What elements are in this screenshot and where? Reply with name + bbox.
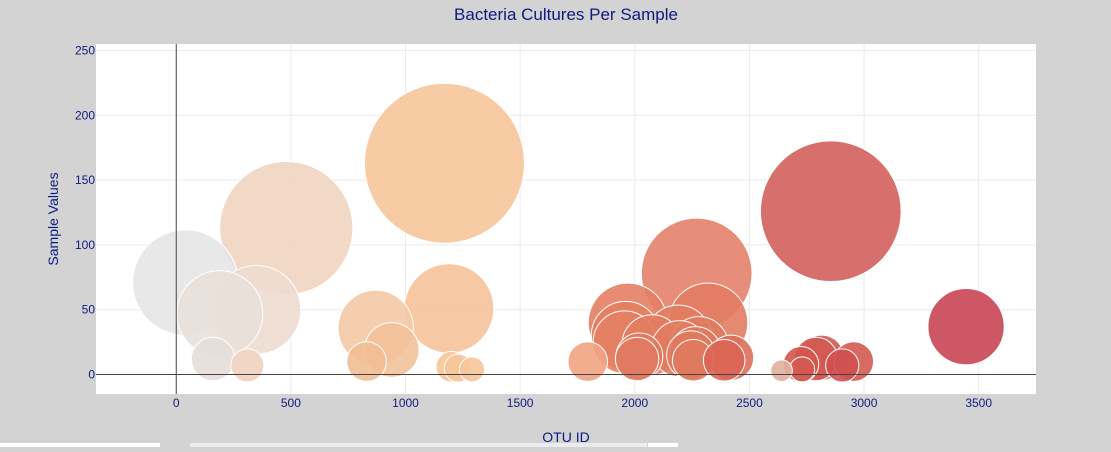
bubble-point: [759, 140, 902, 283]
x-tick-label: 2500: [736, 396, 763, 410]
y-tick-label: 200: [75, 108, 95, 122]
bubble-point: [927, 287, 1005, 366]
bubble-point: [363, 82, 525, 244]
bubble-point: [825, 348, 860, 383]
x-tick-label: 500: [281, 396, 301, 410]
x-tick-labels: 0 500 1000 1500 2000 2500 3000 3500: [173, 396, 992, 410]
bubble-point: [567, 341, 609, 382]
x-tick-label: 0: [173, 396, 180, 410]
x-tick-label: 1000: [392, 396, 419, 410]
bubble-point: [458, 356, 486, 383]
bubble-point: [346, 341, 387, 382]
y-tick-label: 50: [82, 303, 96, 317]
bubble-point: [403, 263, 495, 354]
x-axis-label: OTU ID: [542, 429, 589, 445]
bubble-point: [230, 348, 265, 383]
x-tick-label: 3500: [965, 396, 992, 410]
y-axis-label: Sample Values: [45, 172, 61, 265]
y-tick-label: 250: [75, 43, 95, 57]
x-tick-label: 2000: [621, 396, 648, 410]
y-tick-label: 100: [75, 238, 95, 252]
bubble-point: [614, 336, 660, 382]
y-tick-label: 150: [75, 173, 95, 187]
x-tick-label: 3000: [851, 396, 878, 410]
x-tick-label: 1500: [507, 396, 534, 410]
bottom-strip-mid: [190, 443, 647, 447]
bubble-point: [789, 356, 816, 383]
bottom-strip-left: [0, 443, 160, 447]
zero-lines: [96, 44, 1036, 394]
y-tick-label: 0: [88, 368, 95, 382]
y-tick-labels: 0 50 100 150 200 250: [75, 43, 95, 381]
bubble-point: [702, 339, 746, 382]
bubble-series: [132, 82, 1005, 383]
bubble-point: [770, 359, 793, 383]
chart-title: Bacteria Cultures Per Sample: [454, 5, 678, 24]
bottom-strip-right: [648, 443, 678, 447]
